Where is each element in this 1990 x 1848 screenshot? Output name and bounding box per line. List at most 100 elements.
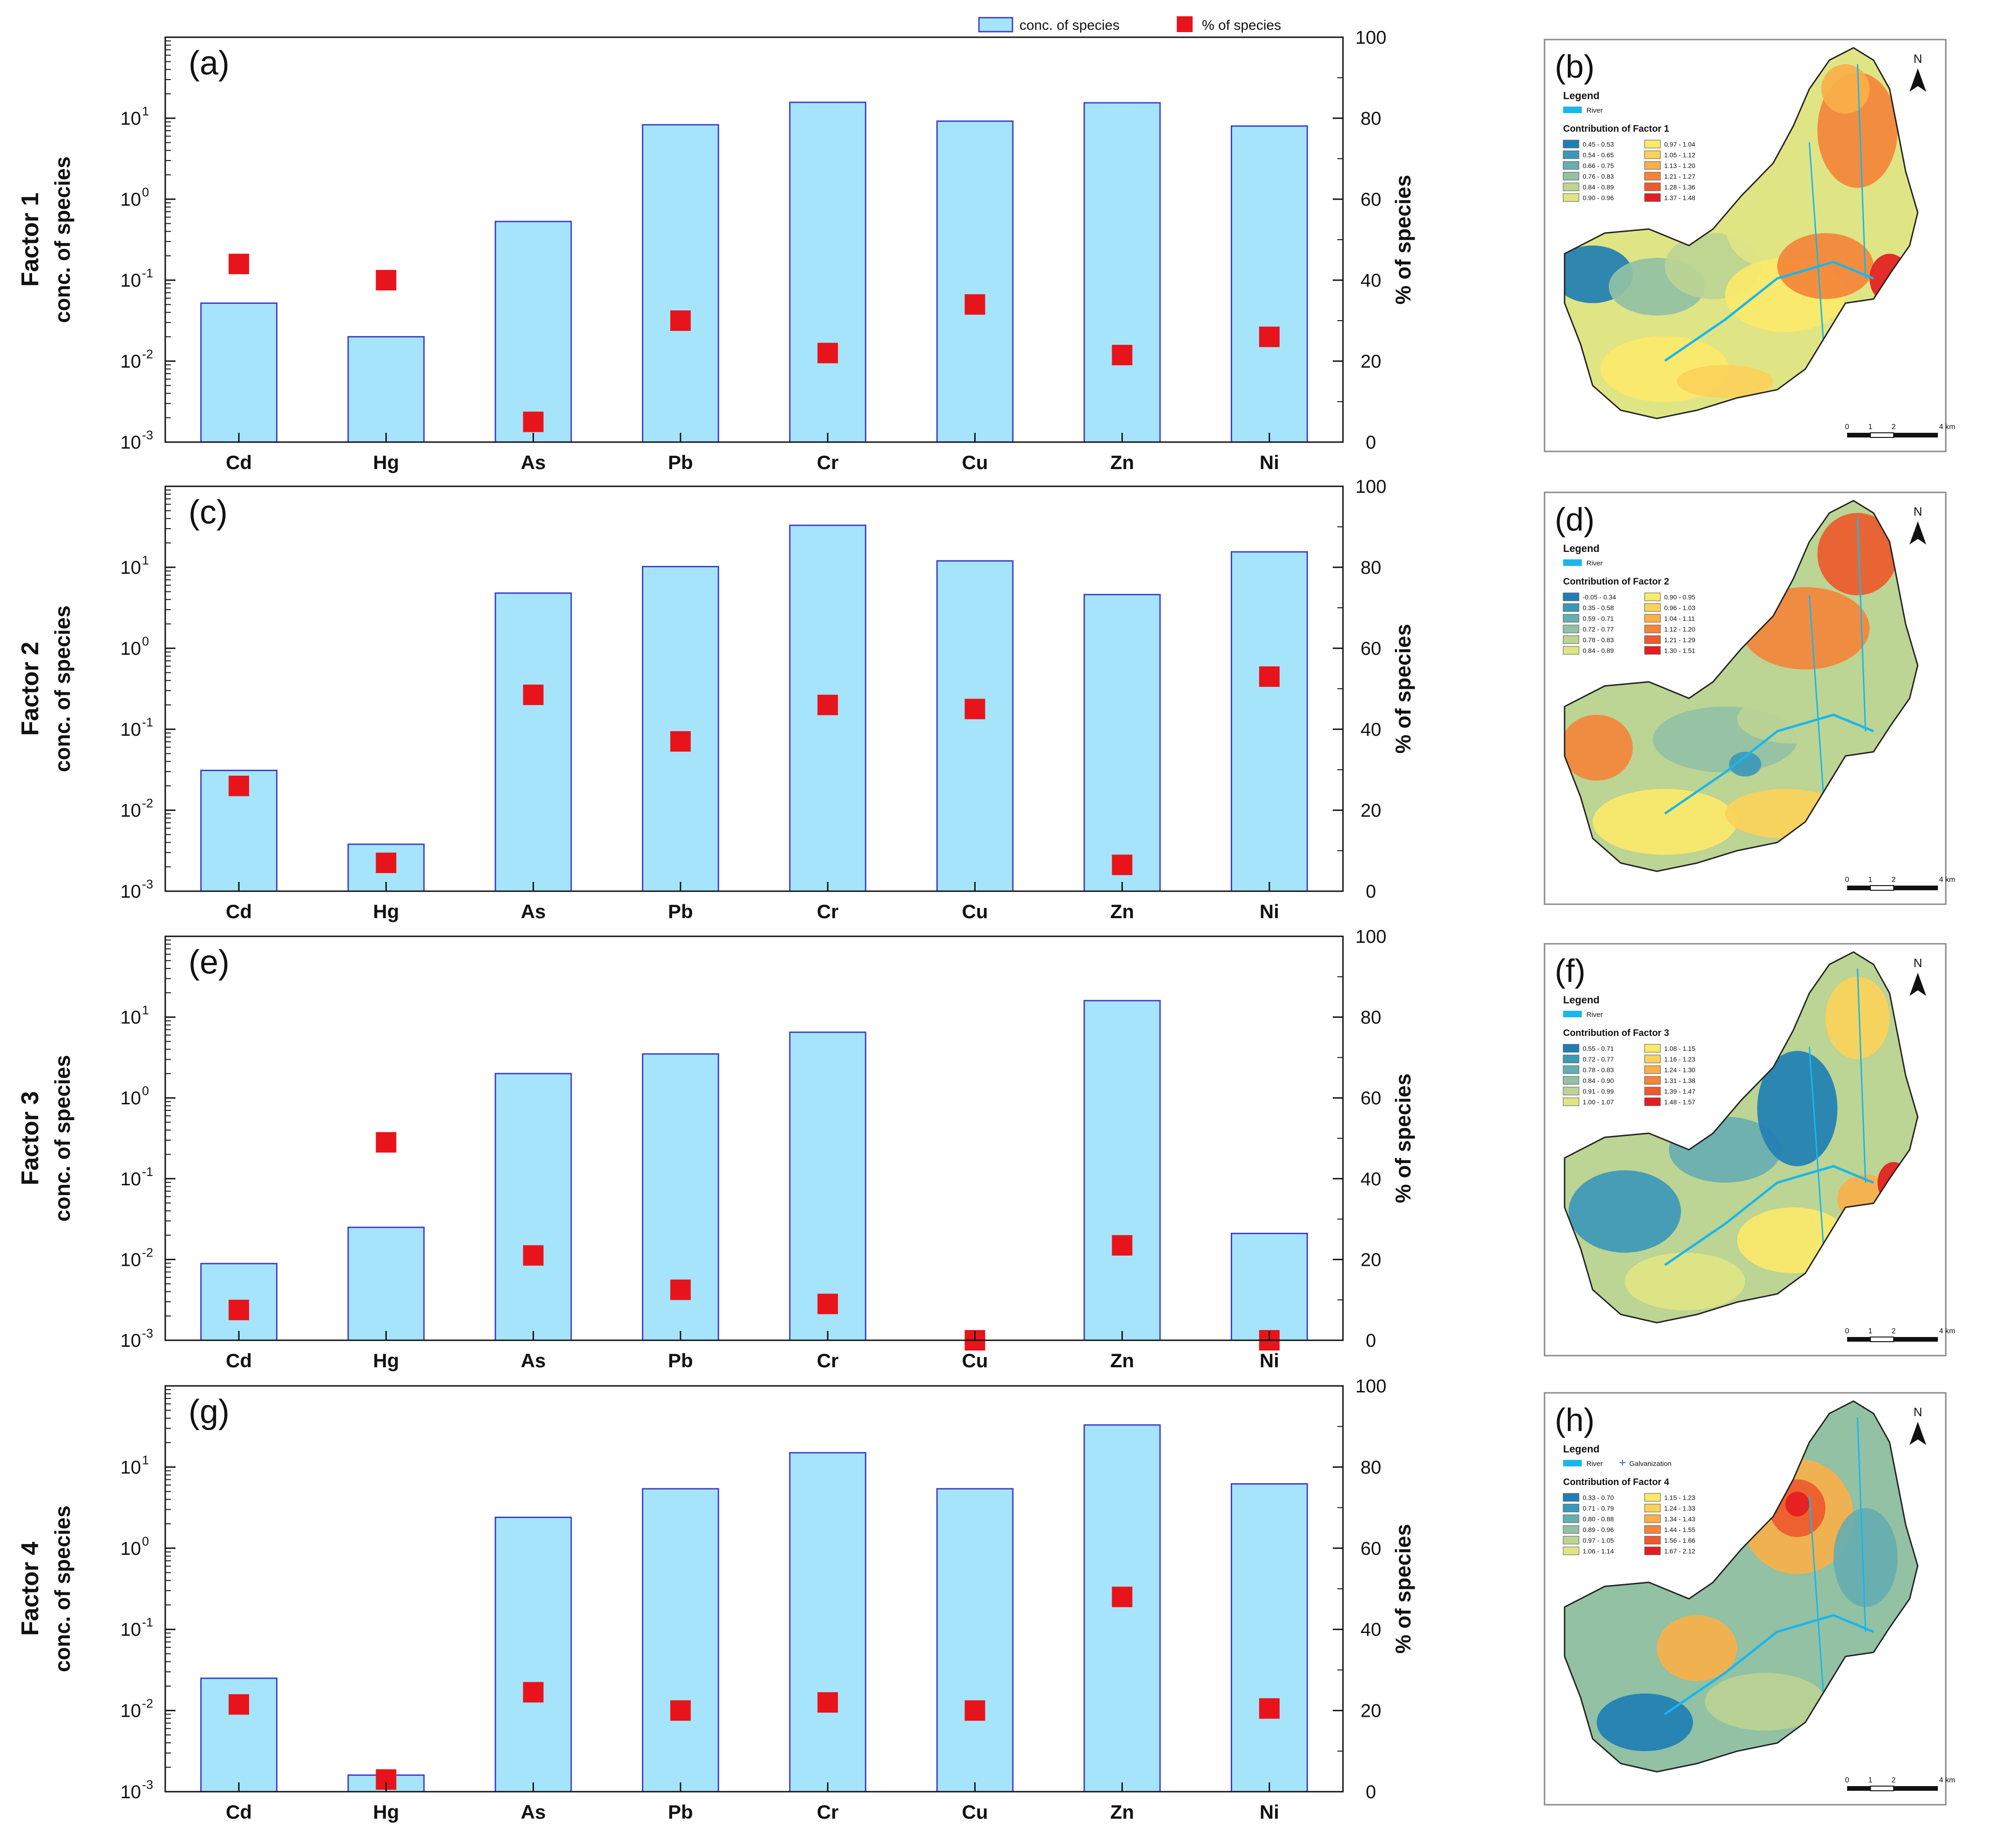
map-canal <box>1856 968 1867 1183</box>
map-panel-label: (f) <box>1555 953 1585 989</box>
class-label: 0.91 - 0.99 <box>1583 1088 1614 1095</box>
class-swatch <box>1563 140 1579 148</box>
right-tick-label: 20 <box>1361 1250 1382 1270</box>
marker-cr <box>817 1293 838 1314</box>
class-swatch <box>1563 1055 1579 1063</box>
map-contour-zone <box>1737 694 1850 744</box>
x-tick-label-ni: Ni <box>1260 900 1279 922</box>
x-tick-label-cd: Cd <box>226 900 252 922</box>
river-swatch <box>1563 1011 1582 1017</box>
map-canal <box>1856 1418 1867 1632</box>
class-swatch <box>1563 150 1579 159</box>
class-label: 1.04 - 1.11 <box>1664 615 1695 622</box>
right-tick-label: 80 <box>1361 108 1382 129</box>
galvanization-icon: + <box>1619 1456 1626 1470</box>
class-label: 0.84 - 0.90 <box>1583 1077 1614 1084</box>
right-tick-label: 20 <box>1361 1701 1382 1721</box>
class-label: 1.28 - 1.36 <box>1664 183 1695 191</box>
class-swatch <box>1563 625 1579 633</box>
right-tick-label: 100 <box>1356 27 1387 48</box>
class-label: 1.31 - 1.38 <box>1664 1077 1695 1084</box>
map-contour-zone <box>1625 1252 1745 1310</box>
class-label: 0.45 - 0.53 <box>1583 141 1614 148</box>
class-label: 0.97 - 1.05 <box>1583 1537 1614 1544</box>
class-swatch <box>1563 1044 1579 1053</box>
marker-cd <box>229 775 250 796</box>
map-contour-zone <box>1657 1615 1737 1681</box>
map-canal <box>1808 1496 1826 1723</box>
class-label: -0.05 - 0.34 <box>1583 593 1616 601</box>
scale-bar-segment <box>1870 432 1894 438</box>
scale-label: 2 <box>1892 423 1896 431</box>
factor-label-e: Factor 3 <box>17 1091 44 1185</box>
map-outline <box>1564 1400 1919 1773</box>
map-outline <box>1564 47 1919 419</box>
x-tick-label-cr: Cr <box>817 900 839 922</box>
plot-frame <box>164 36 1344 443</box>
map-contribution-title: Contribution of Factor 4 <box>1563 1477 1670 1487</box>
bar-cr <box>789 101 867 443</box>
left-tick-exponent: 1 <box>142 1453 149 1467</box>
scale-bar-segment <box>1894 433 1938 437</box>
class-label: 0.78 - 0.83 <box>1583 636 1614 644</box>
x-tick-label-zn: Zn <box>1110 1350 1134 1371</box>
class-swatch <box>1644 592 1661 601</box>
left-tick-label: 10 <box>121 719 142 740</box>
class-swatch <box>1563 161 1579 170</box>
right-tick-label: 60 <box>1361 189 1382 210</box>
class-label: 1.21 - 1.27 <box>1664 173 1695 180</box>
marker-cd <box>229 1694 250 1715</box>
scale-label: 2 <box>1892 1776 1896 1784</box>
factor-label-a: Factor 1 <box>17 193 44 287</box>
scale-label: 4 km <box>1939 876 1956 884</box>
map-contour-zone <box>1565 1615 1641 1681</box>
class-label: 1.05 - 1.12 <box>1664 151 1695 159</box>
right-tick-label: 60 <box>1361 1539 1382 1559</box>
marker-cu <box>965 699 985 719</box>
left-tick-label: 10 <box>121 800 142 821</box>
map-legend-title: Legend <box>1563 1443 1599 1455</box>
map-contour-zone <box>1817 513 1898 596</box>
marker-pb <box>670 310 691 331</box>
map-contour-zone <box>1757 1051 1838 1166</box>
class-label: 1.12 - 1.20 <box>1664 625 1695 633</box>
class-label: 1.39 - 1.47 <box>1664 1088 1695 1095</box>
class-swatch <box>1563 1525 1579 1534</box>
bar-ni <box>1230 125 1308 443</box>
left-tick-exponent: -3 <box>142 1326 153 1340</box>
left-tick-label: 10 <box>121 1008 142 1028</box>
right-tick-label: 40 <box>1361 719 1382 740</box>
class-swatch <box>1644 1525 1661 1534</box>
class-swatch <box>1644 161 1661 170</box>
x-tick-label-cd: Cd <box>226 1350 252 1371</box>
class-swatch <box>1644 603 1661 612</box>
map-contour-zone <box>1592 789 1737 855</box>
marker-zn <box>1112 1235 1133 1256</box>
class-label: 1.13 - 1.20 <box>1664 162 1695 169</box>
class-label: 0.55 - 0.71 <box>1583 1045 1614 1052</box>
marker-cr <box>817 1692 838 1713</box>
scale-bar-segment <box>1870 1337 1894 1342</box>
class-swatch <box>1563 592 1579 601</box>
left-tick-label: 10 <box>121 1701 142 1721</box>
plot-frame <box>164 1385 1344 1793</box>
marker-zn <box>1112 854 1133 875</box>
map-contribution-title: Contribution of Factor 3 <box>1563 1028 1669 1038</box>
scale-label: 1 <box>1869 423 1873 431</box>
y-left-axis-title: conc. of species <box>50 156 74 323</box>
map-contribution-title: Contribution of Factor 2 <box>1563 577 1669 587</box>
bar-cu <box>936 560 1014 892</box>
class-label: 1.67 - 2.12 <box>1664 1547 1695 1555</box>
map-contour-zone <box>1777 233 1874 299</box>
map-contour-zone <box>1729 752 1761 777</box>
river-swatch <box>1563 559 1582 566</box>
class-swatch <box>1644 1055 1661 1063</box>
panel-label-a: (a) <box>189 45 229 82</box>
scale-bar-segment <box>1847 1337 1870 1342</box>
class-swatch <box>1563 1504 1579 1512</box>
class-swatch <box>1563 193 1579 202</box>
scale-bar-segment <box>1894 886 1938 890</box>
bar-ni <box>1230 1483 1308 1793</box>
class-label: 1.24 - 1.33 <box>1664 1505 1695 1512</box>
x-tick-label-cu: Cu <box>962 451 988 473</box>
